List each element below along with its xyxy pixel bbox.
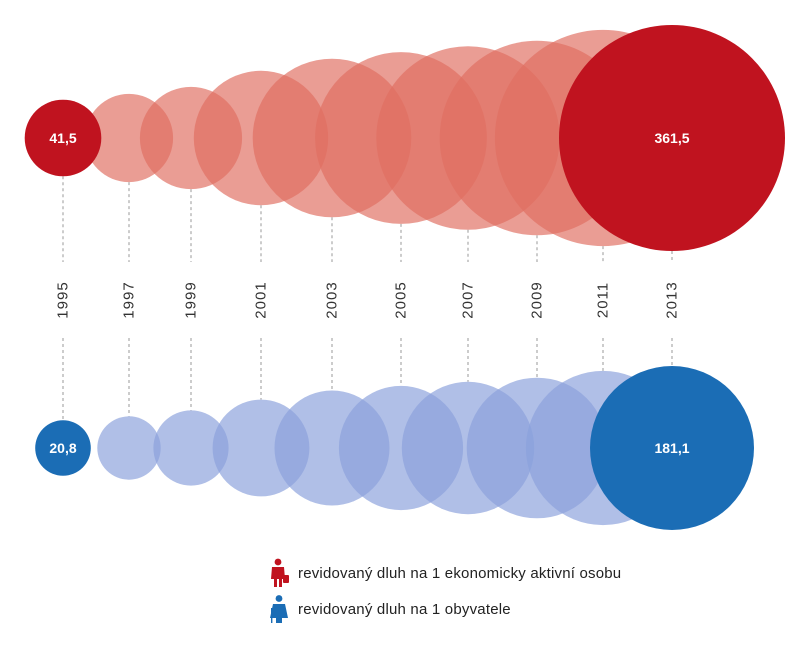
year-tick-label: 2009 xyxy=(529,281,546,318)
year-tick-label: 2003 xyxy=(324,281,341,318)
bubble xyxy=(35,420,91,476)
bubble xyxy=(24,99,102,177)
legend-label-worker: revidovaný dluh na 1 ekonomicky aktivní … xyxy=(298,564,622,582)
bubble xyxy=(97,416,161,480)
bubble xyxy=(559,25,785,251)
worker-person-icon xyxy=(271,558,289,587)
connector-lines xyxy=(62,176,673,421)
year-tick-label: 2007 xyxy=(460,281,477,318)
legend-label-resident: revidovaný dluh na 1 obyvatele xyxy=(298,600,511,618)
legend-item-resident: revidovaný dluh na 1 obyvatele xyxy=(268,594,728,624)
resident-person-icon xyxy=(270,595,288,623)
year-axis: 1995 1997 1999 2001 2003 2005 2007 2009 2011 2013 xyxy=(55,281,681,318)
bubble xyxy=(153,410,229,486)
data-label: 20,8 xyxy=(49,440,76,456)
bubble xyxy=(590,366,754,530)
year-tick-label: 2001 xyxy=(253,281,270,318)
year-tick-label: 1997 xyxy=(121,281,138,318)
value-labels: 41,5 361,5 20,8 181,1 xyxy=(49,130,689,456)
data-label: 41,5 xyxy=(49,130,76,146)
bubbles-resident-series xyxy=(35,366,754,530)
data-label: 361,5 xyxy=(654,130,689,146)
year-tick-label: 2011 xyxy=(595,282,612,318)
bubbles-worker-series xyxy=(24,25,785,251)
year-tick-label: 1999 xyxy=(183,281,200,318)
year-tick-label: 1995 xyxy=(55,281,72,318)
year-tick-label: 2005 xyxy=(393,281,410,318)
data-label: 181,1 xyxy=(654,440,689,456)
legend-item-worker: revidovaný dluh na 1 ekonomicky aktivní … xyxy=(268,558,728,588)
year-tick-label: 2013 xyxy=(664,281,681,318)
